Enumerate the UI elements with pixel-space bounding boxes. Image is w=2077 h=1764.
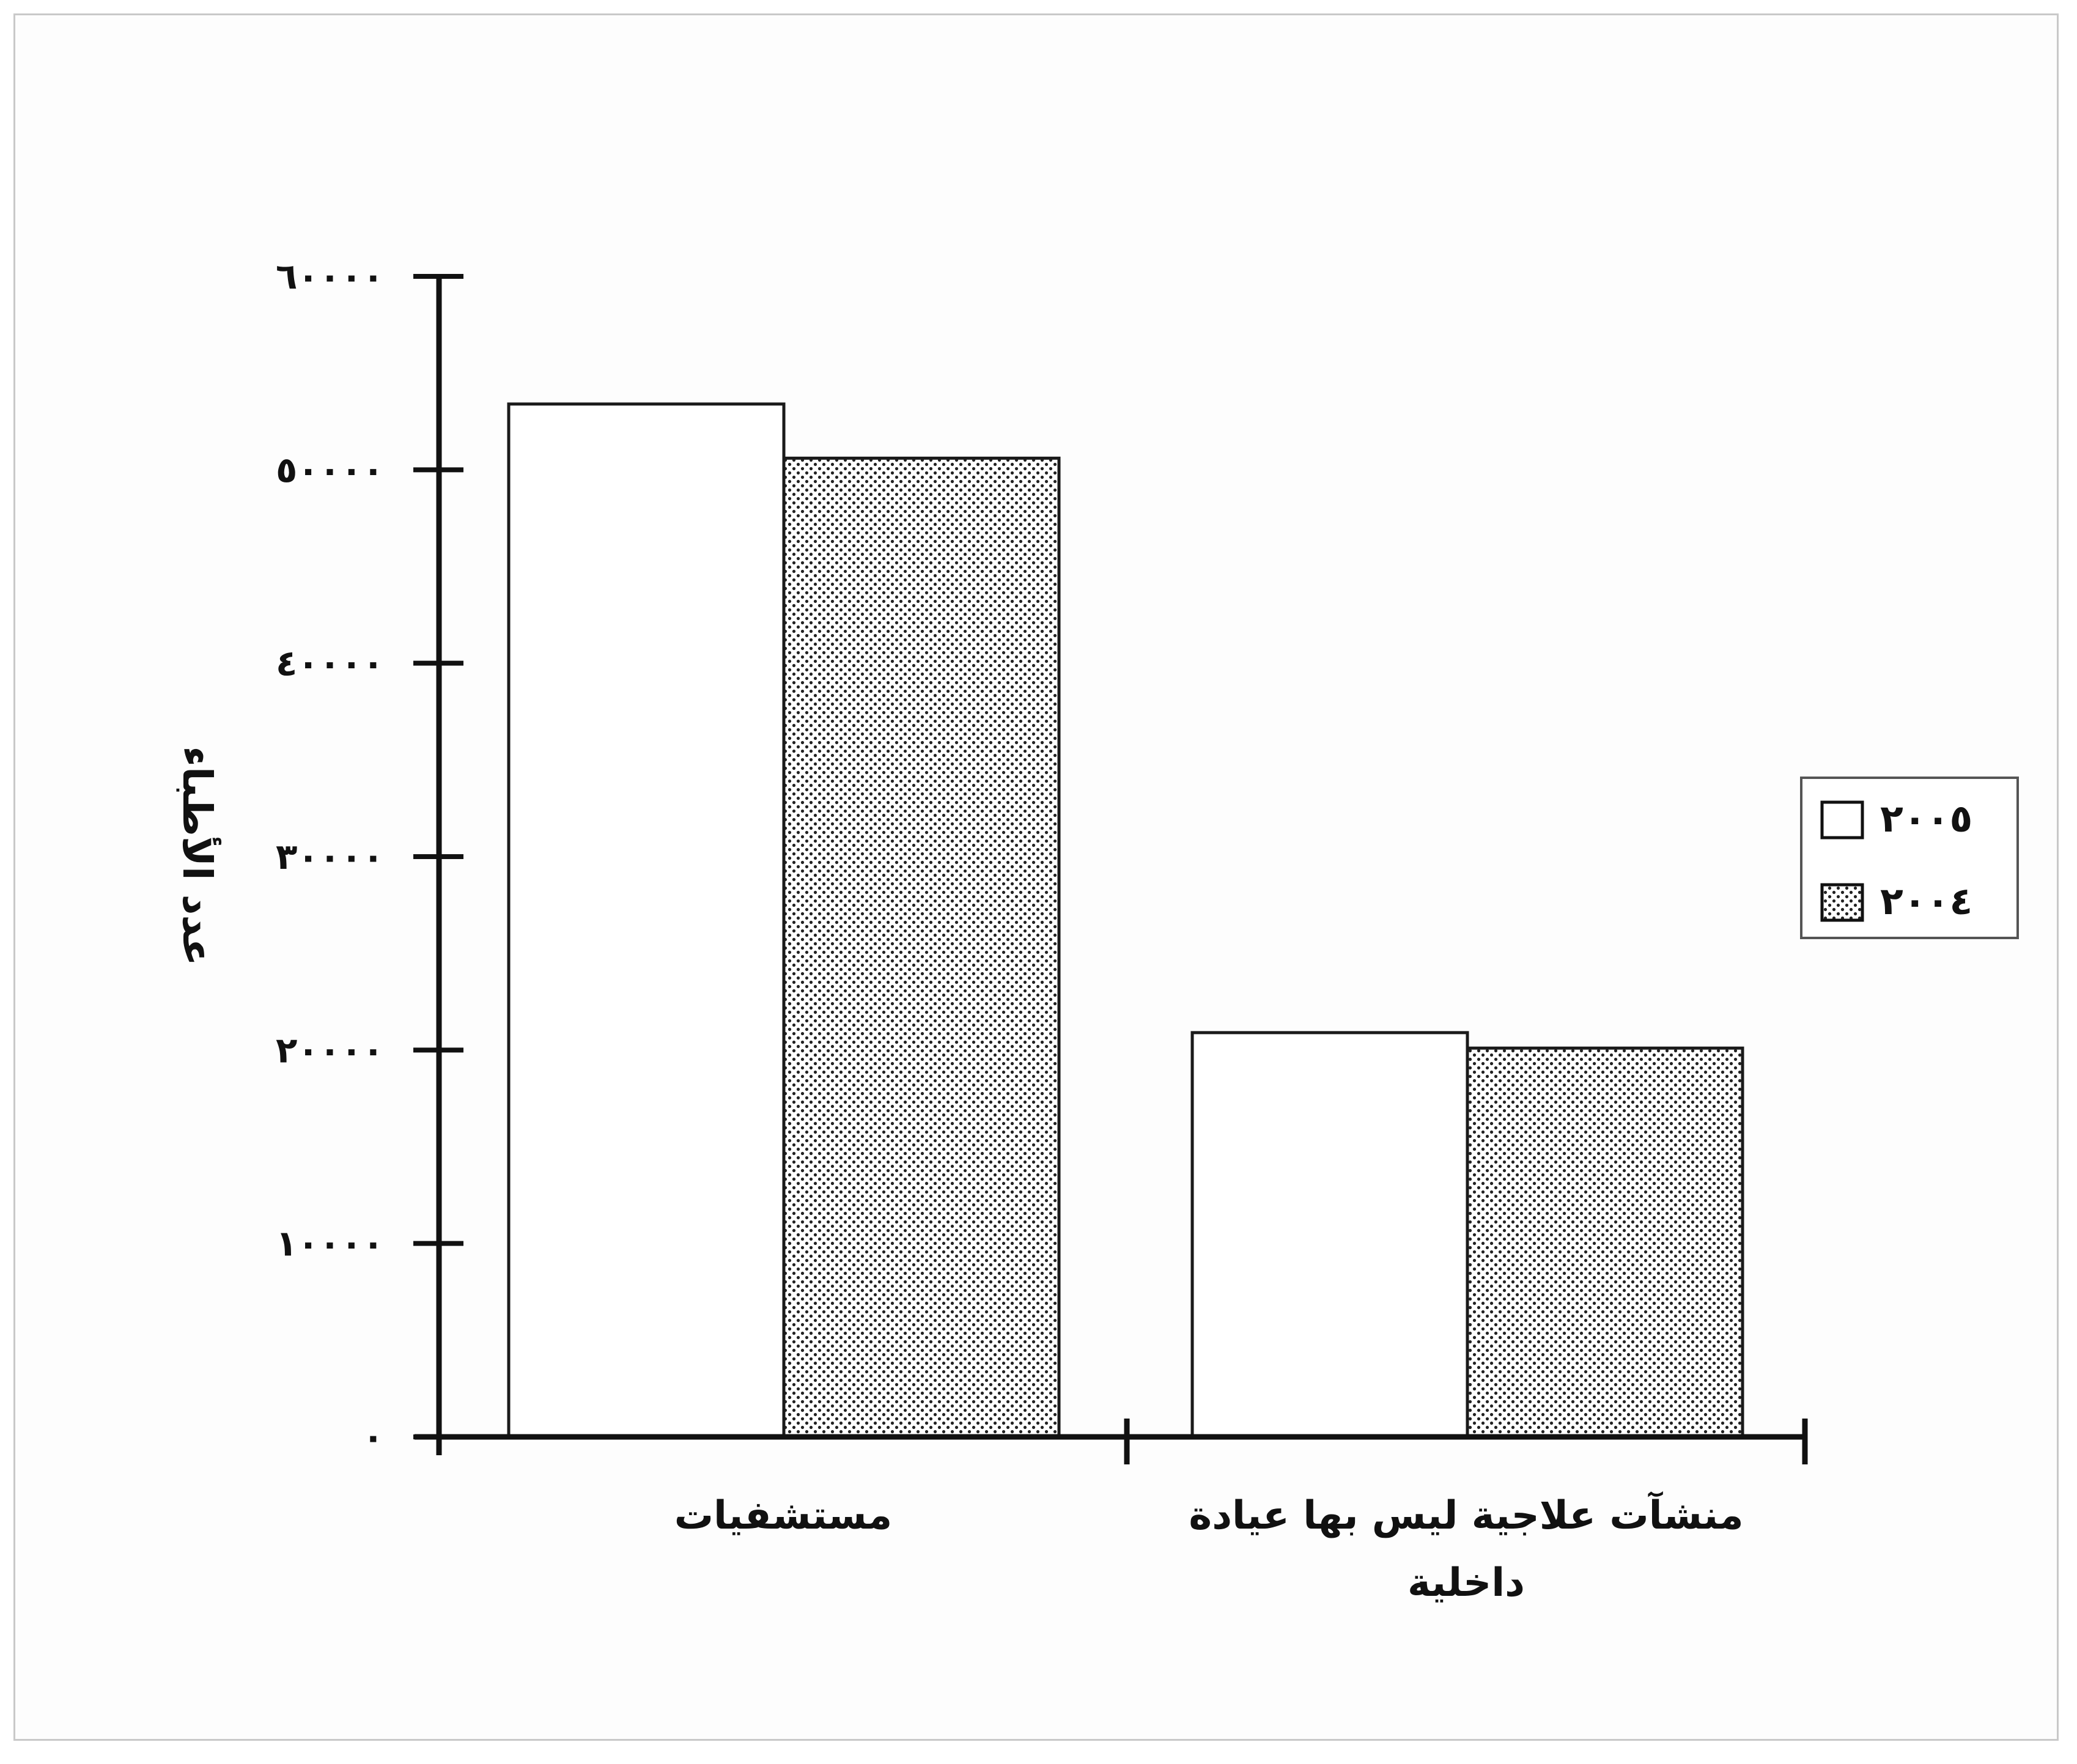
y-tick-label: ٣٠٠٠٠ xyxy=(276,836,384,877)
legend: ٢٠٠٥ ٢٠٠٤ xyxy=(1800,777,2019,939)
x-category-label: داخلية xyxy=(1407,1560,1525,1606)
bar-series2-cat2 xyxy=(1466,1046,1744,1439)
legend-swatch-2 xyxy=(1820,883,1864,922)
axes-layer xyxy=(413,274,1808,1464)
legend-label-1: ٢٠٠٥ xyxy=(1880,796,1972,841)
y-tick-label: ٠ xyxy=(363,1416,384,1458)
bars-layer xyxy=(507,402,1744,1439)
labels-layer: ٠ ١٠٠٠٠ ٢٠٠٠٠ ٣٠٠٠٠ ٤٠٠٠٠ ٥٠٠٠٠ ٦٠٠٠٠ مستشفيات م… xyxy=(174,256,1744,1606)
y-tick-label: ٦٠٠٠٠ xyxy=(276,256,384,297)
legend-label-2: ٢٠٠٤ xyxy=(1880,879,1972,923)
y-tick-label: ١٠٠٠٠ xyxy=(276,1223,384,1264)
y-tick-label: ٥٠٠٠٠ xyxy=(276,449,384,490)
x-category-label: منشآت علاجية ليس بها عيادة xyxy=(1189,1491,1743,1538)
bar-series1-cat1 xyxy=(507,402,786,1439)
y-tick-label: ٤٠٠٠٠ xyxy=(276,643,384,684)
y-tick-label: ٢٠٠٠٠ xyxy=(276,1029,384,1071)
bar-series2-cat1 xyxy=(782,456,1061,1439)
legend-swatch-1 xyxy=(1820,800,1864,840)
y-axis-title: عدد الأطباء xyxy=(174,746,222,965)
x-category-label: مستشفيات xyxy=(674,1493,893,1538)
bar-series1-cat2 xyxy=(1190,1031,1469,1439)
